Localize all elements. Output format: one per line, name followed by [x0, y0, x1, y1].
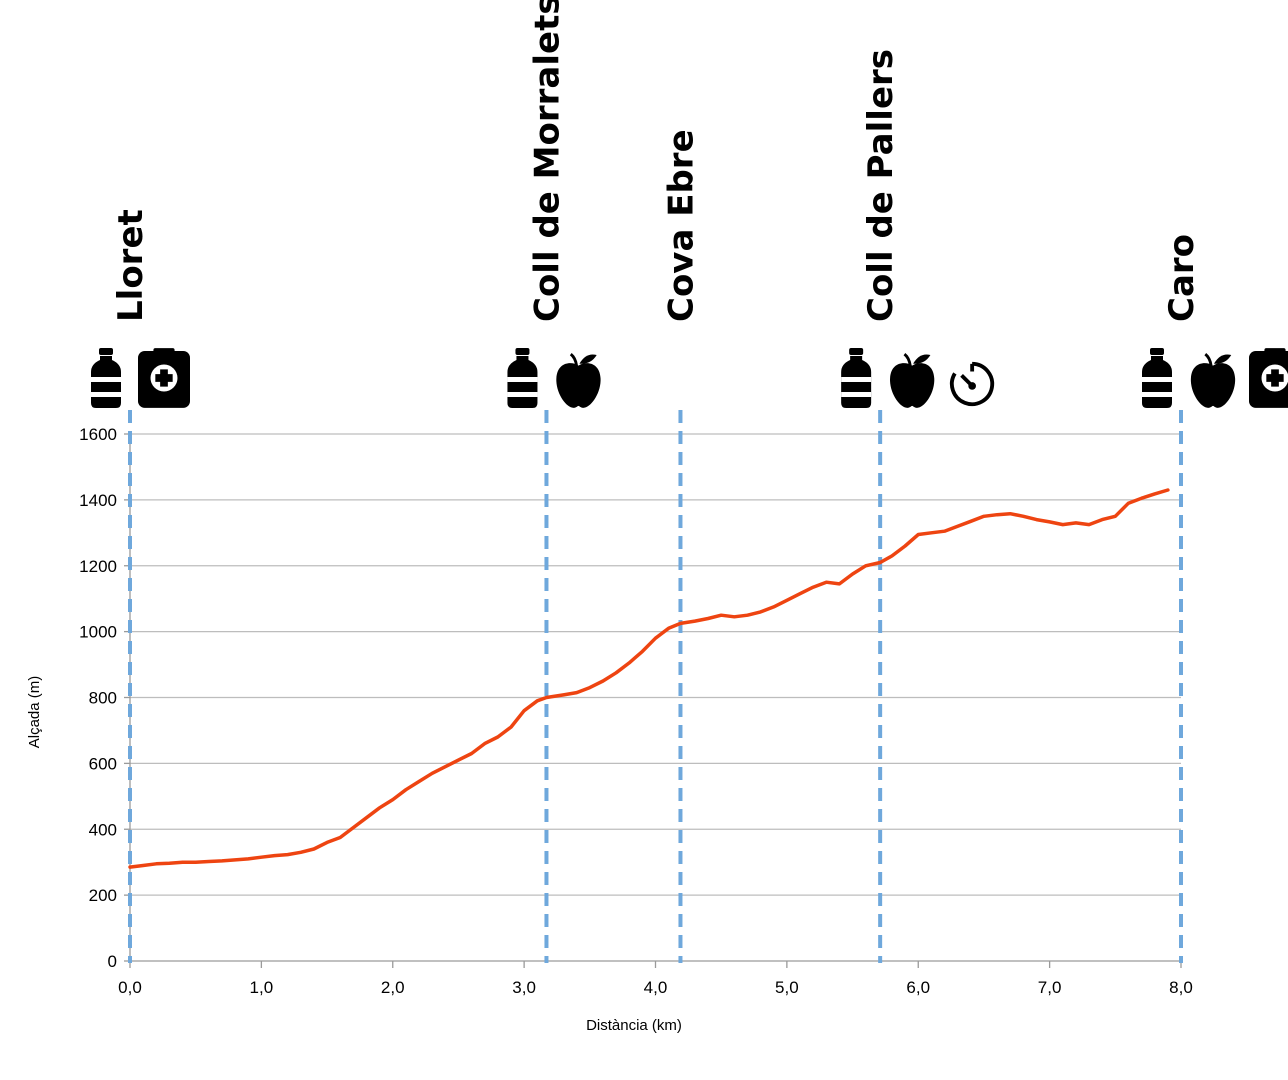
water-bottle-icon	[1142, 348, 1172, 408]
elevation-series	[128, 488, 1170, 869]
x-tick-label: 6,0	[906, 978, 930, 997]
y-tick-label: 400	[89, 820, 117, 839]
waypoint-label: Caro	[1162, 234, 1202, 322]
waypoint-icons	[91, 348, 1288, 408]
stopwatch-icon	[949, 361, 995, 407]
water-bottle-icon	[91, 348, 121, 408]
y-axis-title: Alçada (m)	[26, 676, 43, 749]
waypoint-markers	[128, 410, 1183, 963]
y-tick-label: 1000	[79, 623, 117, 642]
waypoint-label: Coll de Pallers	[861, 49, 901, 322]
waypoint-labels: Lloret Coll de Morralets Cova Ebre Coll de …	[111, 0, 1202, 322]
axes: 0 200 400 600 800 1000 1200 1400 1600 0,0 1,0 2,0 3,…	[79, 425, 1193, 997]
x-tick-label: 2,0	[381, 978, 405, 997]
x-tick-label: 3,0	[512, 978, 536, 997]
water-bottle-icon	[507, 348, 538, 408]
x-tick-label: 0,0	[118, 978, 142, 997]
y-tick-label: 1400	[79, 491, 117, 510]
apple-icon	[1189, 352, 1237, 408]
y-tick-label: 1600	[79, 425, 117, 444]
apple-icon	[888, 352, 936, 408]
waypoint-label: Coll de Morralets	[527, 0, 567, 322]
first-aid-icon	[1249, 348, 1288, 408]
y-tick-label: 600	[89, 754, 117, 773]
x-tick-label: 1,0	[250, 978, 274, 997]
water-bottle-icon	[841, 348, 872, 408]
x-axis-title: Distància (km)	[586, 1017, 682, 1034]
apple-icon	[554, 352, 603, 408]
y-tick-label: 800	[89, 689, 117, 708]
y-tick-label: 1200	[79, 557, 117, 576]
y-tick-label: 0	[108, 952, 117, 971]
first-aid-icon	[138, 348, 190, 408]
waypoint-label: Lloret	[111, 209, 151, 322]
x-tick-label: 4,0	[644, 978, 668, 997]
x-tick-label: 7,0	[1038, 978, 1062, 997]
elevation-line	[128, 488, 1170, 869]
y-tick-label: 200	[89, 886, 117, 905]
x-tick-label: 5,0	[775, 978, 799, 997]
x-tick-label: 8,0	[1169, 978, 1193, 997]
waypoint-label: Cova Ebre	[661, 129, 701, 322]
gridlines	[130, 433, 1181, 962]
